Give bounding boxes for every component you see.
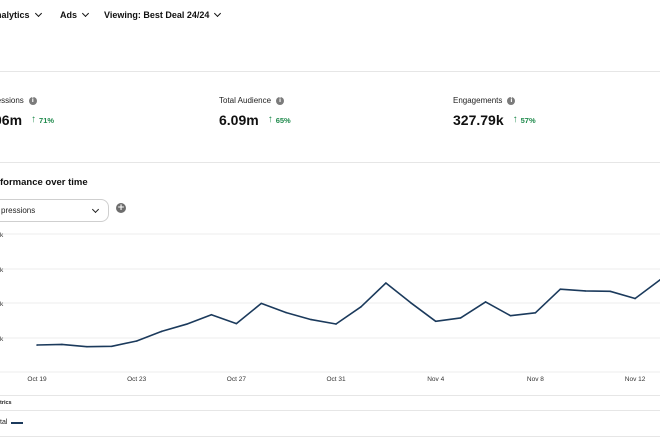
divider	[0, 436, 660, 437]
metric-delta-value: 65%	[275, 115, 291, 125]
data-point	[61, 343, 63, 346]
data-point	[260, 302, 263, 305]
divider	[0, 410, 660, 411]
data-point	[584, 290, 587, 292]
y-tick-label: k	[0, 232, 4, 239]
x-tick-label: Oct 31	[326, 376, 346, 383]
data-point	[410, 301, 412, 304]
arrow-up-icon: ↑	[267, 114, 273, 125]
metric-value: 6.09m	[219, 112, 259, 128]
metric-delta: ↑ 71%	[31, 115, 54, 125]
metric-delta-value: 71%	[39, 115, 55, 125]
legend-heading: trics	[0, 400, 12, 406]
analytics-menu-label: nalytics	[0, 10, 30, 20]
divider	[0, 395, 660, 396]
x-tick-label: Nov 12	[625, 376, 646, 383]
metric-label: Total Audience	[219, 96, 272, 105]
data-point	[285, 311, 288, 314]
x-tick-label: Nov 4	[427, 376, 444, 383]
y-tick-label: k	[0, 301, 4, 308]
viewing-account-menu[interactable]: Viewing: Best Deal 24/24	[104, 9, 222, 20]
data-point	[36, 344, 38, 346]
add-metric-button[interactable]: +	[116, 203, 126, 213]
data-point	[210, 313, 213, 316]
chevron-down-icon	[34, 9, 42, 18]
metric-label: Engagements	[453, 96, 503, 105]
data-point	[385, 282, 387, 284]
data-point	[235, 322, 238, 325]
performance-chart: k k k k Oct 19 Oct 23 Oct 27 Oct 31 Nov 4 Nov 8 No…	[0, 232, 660, 383]
metric-impressions: ressions i 06m ↑ 71%	[0, 96, 54, 128]
y-tick-label: k	[0, 267, 4, 274]
data-point	[434, 320, 437, 323]
data-point	[559, 288, 562, 290]
metric-value: 06m	[0, 112, 23, 128]
series-line	[36, 279, 660, 348]
x-tick-label: Oct 19	[27, 376, 47, 383]
info-icon[interactable]: i	[276, 96, 285, 105]
info-icon[interactable]: i	[507, 96, 516, 105]
chevron-down-icon	[91, 205, 100, 213]
data-point	[534, 311, 537, 314]
data-point	[135, 340, 138, 342]
metric-delta: ↑ 65%	[268, 115, 291, 125]
x-tick-label: Oct 27	[227, 376, 247, 383]
data-point	[609, 290, 611, 293]
data-point	[509, 314, 512, 317]
divider	[0, 71, 660, 72]
legend-item[interactable]: tal	[0, 419, 24, 426]
metric-engagements: Engagements i 327.79k ↑ 57%	[453, 96, 536, 128]
ads-menu[interactable]: Ads	[60, 9, 90, 20]
metric-delta-value: 57%	[520, 115, 536, 125]
metric-value: 327.79k	[453, 112, 504, 128]
metric-select-value: pressions	[1, 206, 36, 215]
data-point	[335, 323, 337, 325]
data-point	[310, 318, 312, 321]
divider	[0, 162, 660, 163]
y-tick-label: k	[0, 336, 4, 343]
data-point	[360, 306, 362, 308]
metric-delta: ↑ 57%	[513, 115, 536, 125]
legend-label: tal	[0, 419, 8, 426]
data-point	[86, 345, 88, 348]
section-title: formance over time	[0, 177, 88, 188]
arrow-up-icon: ↑	[512, 114, 518, 125]
x-tick-label: Oct 23	[127, 376, 147, 383]
data-point	[459, 317, 462, 319]
chevron-down-icon	[81, 9, 90, 18]
data-point	[634, 297, 636, 300]
metric-label: ressions	[0, 96, 24, 105]
metric-total-audience: Total Audience i 6.09m ↑ 65%	[219, 96, 291, 128]
data-point	[484, 301, 487, 303]
metric-select[interactable]: pressions	[0, 199, 109, 222]
info-icon[interactable]: i	[28, 96, 37, 105]
data-point	[110, 345, 113, 348]
top-nav: nalytics Ads Viewing: Best Deal 24/24	[0, 0, 660, 34]
arrow-up-icon: ↑	[31, 114, 37, 125]
data-point	[185, 323, 188, 326]
chevron-down-icon	[214, 9, 222, 18]
data-point	[160, 330, 163, 333]
ads-menu-label: Ads	[60, 10, 78, 20]
legend-swatch	[11, 421, 24, 424]
analytics-menu[interactable]: nalytics	[0, 9, 42, 20]
x-tick-label: Nov 8	[527, 376, 544, 383]
viewing-account-label: Viewing: Best Deal 24/24	[104, 10, 210, 20]
